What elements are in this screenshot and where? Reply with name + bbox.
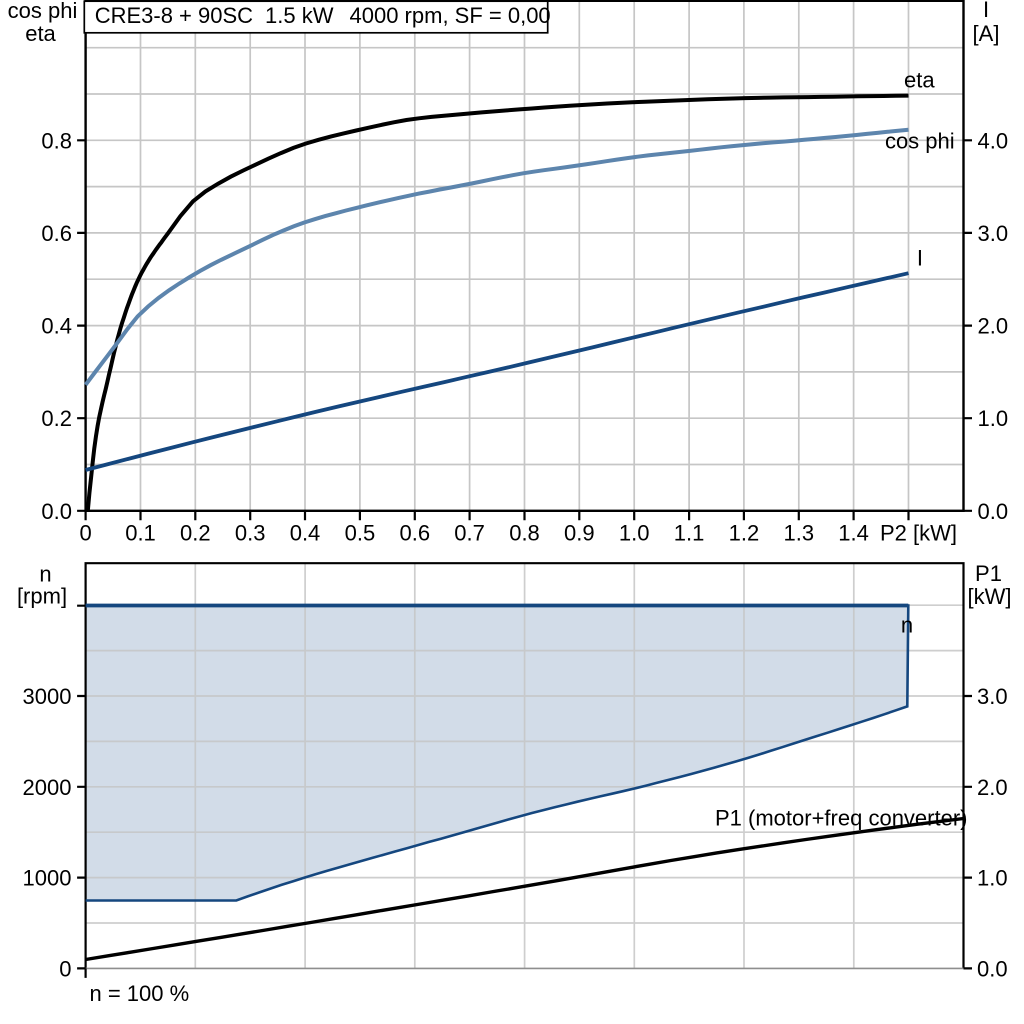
svg-text:2.0: 2.0	[977, 775, 1008, 800]
svg-text:0.6: 0.6	[41, 221, 72, 246]
svg-text:0.1: 0.1	[125, 521, 156, 546]
svg-text:eta: eta	[25, 21, 56, 46]
svg-text:[A]: [A]	[973, 21, 1000, 46]
svg-text:0.4: 0.4	[41, 314, 72, 339]
svg-text:0.0: 0.0	[977, 956, 1008, 981]
svg-text:0.2: 0.2	[41, 406, 72, 431]
svg-text:1.5 kW: 1.5 kW	[265, 3, 334, 28]
svg-text:2.0: 2.0	[978, 314, 1009, 339]
svg-text:I: I	[983, 0, 989, 22]
svg-text:P1: P1	[975, 561, 1002, 586]
svg-text:0.8: 0.8	[509, 521, 540, 546]
svg-text:1.1: 1.1	[674, 521, 705, 546]
svg-text:1000: 1000	[23, 866, 72, 891]
svg-text:n = 100 %: n = 100 %	[90, 981, 190, 1006]
svg-text:I: I	[917, 246, 923, 271]
svg-text:0.9: 0.9	[564, 521, 595, 546]
svg-text:cos phi: cos phi	[885, 129, 955, 154]
svg-text:1.2: 1.2	[729, 521, 760, 546]
svg-text:1.4: 1.4	[838, 521, 869, 546]
svg-text:4.0: 4.0	[978, 128, 1009, 153]
svg-text:0.4: 0.4	[290, 521, 321, 546]
svg-text:4000 rpm, SF = 0,00: 4000 rpm, SF = 0,00	[350, 3, 551, 28]
svg-text:0: 0	[59, 956, 71, 981]
svg-text:0.2: 0.2	[180, 521, 211, 546]
svg-text:0.0: 0.0	[41, 499, 72, 524]
svg-text:0.3: 0.3	[235, 521, 266, 546]
svg-text:n: n	[39, 562, 51, 587]
svg-text:[rpm]: [rpm]	[17, 584, 67, 609]
svg-text:cos phi: cos phi	[8, 0, 78, 23]
svg-text:eta: eta	[904, 68, 935, 93]
svg-text:2000: 2000	[23, 775, 72, 800]
svg-text:[kW]: [kW]	[968, 584, 1012, 609]
svg-text:0.0: 0.0	[978, 499, 1009, 524]
svg-text:P1 (motor+freq converter): P1 (motor+freq converter)	[715, 806, 967, 831]
svg-text:n: n	[901, 613, 913, 638]
svg-text:0.5: 0.5	[345, 521, 376, 546]
svg-text:1.3: 1.3	[784, 521, 815, 546]
svg-text:P2 [kW]: P2 [kW]	[880, 521, 957, 546]
svg-text:0.7: 0.7	[454, 521, 485, 546]
svg-text:3000: 3000	[23, 684, 72, 709]
svg-text:0.8: 0.8	[41, 128, 72, 153]
svg-text:1.0: 1.0	[619, 521, 650, 546]
svg-text:0.6: 0.6	[400, 521, 431, 546]
svg-text:3.0: 3.0	[978, 221, 1009, 246]
svg-text:1.0: 1.0	[978, 406, 1009, 431]
svg-text:0: 0	[79, 521, 91, 546]
svg-text:3.0: 3.0	[977, 684, 1008, 709]
svg-text:1.0: 1.0	[977, 866, 1008, 891]
svg-text:CRE3-8 + 90SC: CRE3-8 + 90SC	[95, 3, 253, 28]
